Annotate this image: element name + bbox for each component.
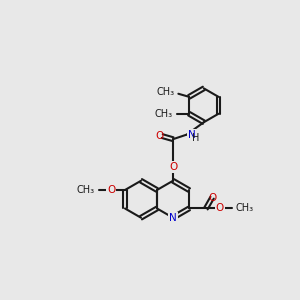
Text: O: O <box>216 203 224 214</box>
Text: N: N <box>169 214 177 224</box>
Text: H: H <box>192 134 200 143</box>
Text: CH₃: CH₃ <box>235 203 253 214</box>
Text: CH₃: CH₃ <box>77 185 95 195</box>
Text: N: N <box>188 130 196 140</box>
Text: O: O <box>169 162 177 172</box>
Text: O: O <box>208 194 216 203</box>
Text: O: O <box>156 131 164 141</box>
Text: CH₃: CH₃ <box>156 87 175 97</box>
Text: O: O <box>107 185 115 195</box>
Text: CH₃: CH₃ <box>155 109 173 119</box>
